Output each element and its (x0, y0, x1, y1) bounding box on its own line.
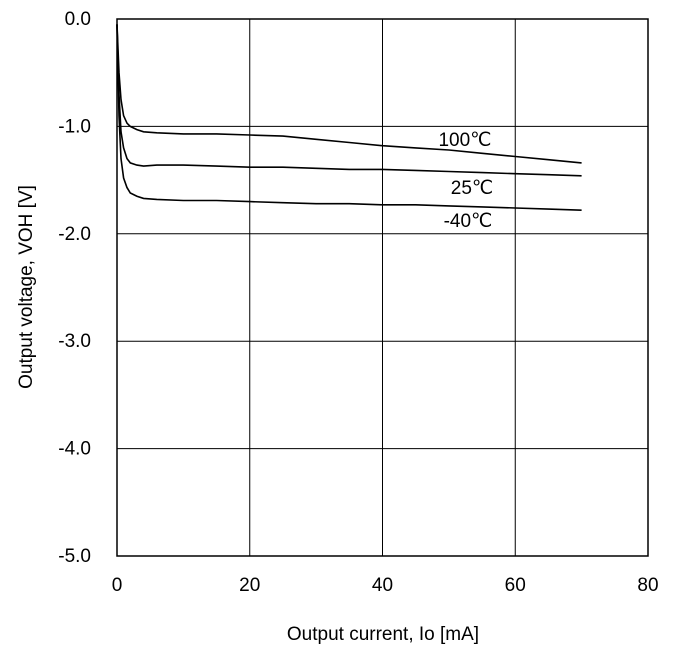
y-tick-label: -1.0 (58, 116, 91, 137)
plot-frame (116, 18, 649, 557)
x-axis-label: Output current, Io [mA] (287, 624, 479, 645)
y-tick-label: 0.0 (65, 9, 91, 30)
y-tick-label: -5.0 (58, 546, 91, 567)
y-tick-label: -2.0 (58, 224, 91, 245)
series-label: 100℃ (438, 130, 491, 151)
x-tick-label: 0 (112, 575, 123, 596)
series-line (116, 24, 582, 211)
y-tick-label: -4.0 (58, 439, 91, 460)
y-axis-label: Output voltage, VOH [V] (16, 185, 37, 389)
series-label: -40℃ (444, 211, 493, 232)
x-tick-label: 40 (372, 575, 393, 596)
y-tick-label: -3.0 (58, 331, 91, 352)
series-label: 25℃ (451, 178, 493, 199)
x-tick-label: 80 (637, 575, 658, 596)
tick-labels: 0 20 40 60 80 0.0 -1.0 -2.0 -3.0 -4.0 -5.0 (58, 9, 658, 596)
series-line (116, 24, 582, 177)
x-tick-label: 60 (505, 575, 526, 596)
series-line (116, 24, 582, 164)
series-lines (116, 24, 582, 211)
x-tick-label: 20 (239, 575, 260, 596)
series-labels: 100℃ 25℃ -40℃ (438, 130, 493, 232)
grid (117, 19, 648, 556)
